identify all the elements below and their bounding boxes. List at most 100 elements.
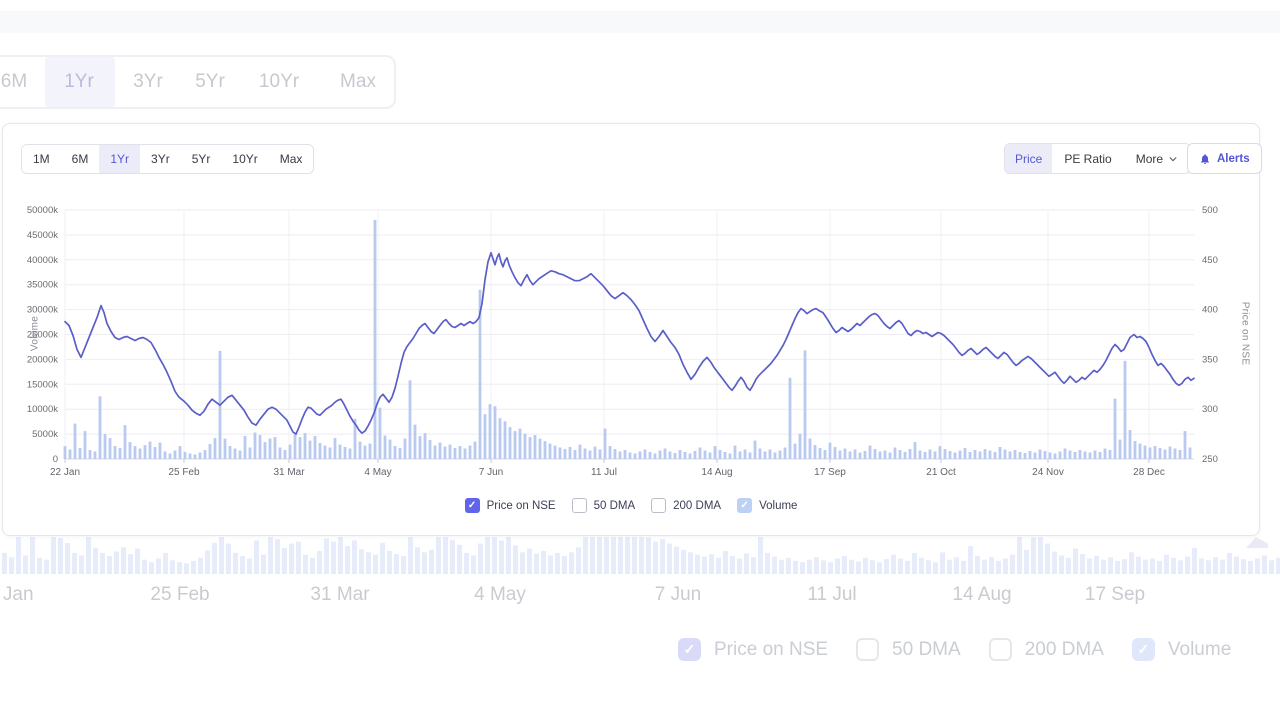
background-date-label: 22 Jan <box>0 584 34 605</box>
svg-text:400: 400 <box>1202 305 1218 316</box>
legend-item-50-dma[interactable]: 50 DMA <box>571 498 636 513</box>
metric-tab-label: Price <box>1015 151 1043 166</box>
svg-text:500: 500 <box>1202 205 1218 216</box>
background-range-button-max: Max <box>340 71 376 92</box>
chevron-down-icon <box>1169 156 1177 161</box>
svg-text:300: 300 <box>1202 404 1218 415</box>
svg-text:10000k: 10000k <box>27 404 58 415</box>
right-axis-tick-labels: 250 300 350 400 450 500 <box>1202 205 1218 465</box>
range-button-group: 1M 6M 1Yr 3Yr 5Yr 10Yr Max <box>21 144 315 174</box>
checkbox-200-dma[interactable] <box>651 498 667 513</box>
left-axis-tick-labels: 0 5000k 10000k 15000k 20000k 25000k 30000k 3500… <box>27 205 58 465</box>
x-axis-tick-labels: 22 Jan 25 Feb 31 Mar 4 May 7 Jun 11 Jul 14 Aug… <box>50 459 1165 478</box>
chart-legend: ✓ Price on NSE 50 DMA 200 DMA ✓ Volume <box>3 498 1259 513</box>
metric-tab-label: More <box>1135 151 1164 166</box>
range-button-6m[interactable]: 6M <box>60 145 100 173</box>
svg-text:31 Mar: 31 Mar <box>273 467 305 478</box>
svg-text:350: 350 <box>1202 354 1218 365</box>
background-price-line-fragment <box>1246 537 1268 548</box>
range-button-10yr[interactable]: 10Yr <box>221 145 269 173</box>
left-axis-title: Volume <box>29 315 41 352</box>
svg-text:45000k: 45000k <box>27 230 58 241</box>
svg-text:11 Jul: 11 Jul <box>591 467 617 478</box>
svg-text:50000k: 50000k <box>27 205 58 216</box>
right-axis-title: Price on NSE <box>1239 301 1251 366</box>
background-legend-label: Volume <box>1167 638 1232 660</box>
background-date-label: 17 Sep <box>1084 584 1146 605</box>
svg-text:4 May: 4 May <box>364 467 391 478</box>
legend-label: Price on NSE <box>486 499 556 512</box>
range-button-5yr[interactable]: 5Yr <box>180 145 222 173</box>
range-button-3yr[interactable]: 3Yr <box>140 145 181 173</box>
svg-text:25 Feb: 25 Feb <box>168 467 200 478</box>
svg-text:24 Nov: 24 Nov <box>1032 467 1064 478</box>
background-checkbox-200-dma <box>988 638 1012 661</box>
svg-text:22 Jan: 22 Jan <box>50 467 80 478</box>
checkbox-50-dma[interactable] <box>571 498 587 513</box>
background-legend-label: Price on NSE <box>714 638 829 660</box>
chart-card: 1M 6M 1Yr 3Yr 5Yr 10Yr Max Price PE Ratio More A… <box>2 123 1262 537</box>
svg-text:30000k: 30000k <box>27 305 58 316</box>
metric-tab-label: PE Ratio <box>1064 151 1112 166</box>
metric-tab-group: Price PE Ratio More <box>1004 143 1192 174</box>
background-checkbox-50-dma <box>856 638 880 661</box>
checkbox-price-on-nse[interactable]: ✓ <box>464 498 480 513</box>
legend-item-price-on-nse[interactable]: ✓ Price on NSE <box>464 498 556 513</box>
background-date-label: 25 Feb <box>150 584 210 605</box>
alerts-button[interactable]: Alerts <box>1187 143 1262 174</box>
background-date-label: 14 Aug <box>952 584 1012 605</box>
background-legend-label: 200 DMA <box>1024 638 1104 660</box>
legend-label: 50 DMA <box>593 499 636 512</box>
background-date-label: 11 Jul <box>807 584 857 605</box>
checkbox-volume[interactable]: ✓ <box>737 498 753 513</box>
svg-text:14 Aug: 14 Aug <box>701 467 732 478</box>
legend-item-200-dma[interactable]: 200 DMA <box>651 498 721 513</box>
background-legend-label: 50 DMA <box>892 638 961 660</box>
background-date-label: 31 Mar <box>310 584 370 605</box>
volume-bars-series <box>63 220 1192 459</box>
svg-text:25000k: 25000k <box>27 330 58 341</box>
legend-item-volume[interactable]: ✓ Volume <box>737 498 797 513</box>
svg-text:21 Oct: 21 Oct <box>926 467 956 478</box>
horizontal-gridlines <box>65 209 1194 460</box>
background-range-button-1yr: 1Yr <box>64 71 94 92</box>
svg-text:28 Dec: 28 Dec <box>1133 467 1165 478</box>
background-range-button-3yr: 3Yr <box>133 71 163 92</box>
range-button-1yr[interactable]: 1Yr <box>99 145 141 173</box>
background-range-button-5yr: 5Yr <box>195 71 225 92</box>
background-legend-item-200-dma: 200 DMA <box>988 638 1104 661</box>
background-selected-range <box>45 57 115 107</box>
svg-text:17 Sep: 17 Sep <box>814 467 846 478</box>
alerts-button-label: Alerts <box>1217 152 1250 165</box>
svg-text:7 Jun: 7 Jun <box>479 467 503 478</box>
background-legend-item-price-on-nse: ✓ Price on NSE <box>678 638 828 661</box>
legend-label: Volume <box>759 499 798 512</box>
metric-tab-pe-ratio[interactable]: PE Ratio <box>1052 144 1124 173</box>
bell-icon <box>1201 153 1209 164</box>
background-date-labels: 22 Jan 25 Feb 31 Mar 4 May 7 Jun 11 Jul 14 Aug… <box>0 584 1280 608</box>
background-date-label: 4 May <box>474 584 526 605</box>
background-legend: ✓ Price on NSE 50 DMA 200 DMA ✓ Volume <box>678 638 1231 661</box>
svg-text:250: 250 <box>1202 454 1218 465</box>
svg-text:450: 450 <box>1202 255 1218 266</box>
svg-text:40000k: 40000k <box>27 255 58 266</box>
background-volume-bars <box>2 537 1280 574</box>
background-legend-item-50-dma: 50 DMA <box>856 638 961 661</box>
background-range-button-group: 6M 1Yr 3Yr 5Yr 10Yr Max <box>0 55 396 109</box>
svg-text:35000k: 35000k <box>27 280 58 291</box>
svg-text:5000k: 5000k <box>32 429 58 440</box>
metric-tab-price[interactable]: Price <box>1005 144 1053 173</box>
background-date-label: 7 Jun <box>654 584 702 605</box>
metric-tab-more[interactable]: More <box>1123 144 1191 173</box>
background-range-button-10yr: 10Yr <box>258 71 300 92</box>
background-checkbox-volume: ✓ <box>1131 638 1155 661</box>
svg-text:0: 0 <box>53 454 58 465</box>
background-legend-item-volume: ✓ Volume <box>1131 638 1232 661</box>
background-range-button-6m: 6M <box>0 71 28 92</box>
range-button-1m[interactable]: 1M <box>22 145 61 173</box>
legend-label: 200 DMA <box>673 499 722 512</box>
range-button-max[interactable]: Max <box>268 145 314 173</box>
price-volume-chart[interactable]: 0 5000k 10000k 15000k 20000k 25000k 30000k 3500… <box>3 124 1261 537</box>
svg-text:15000k: 15000k <box>27 379 58 390</box>
